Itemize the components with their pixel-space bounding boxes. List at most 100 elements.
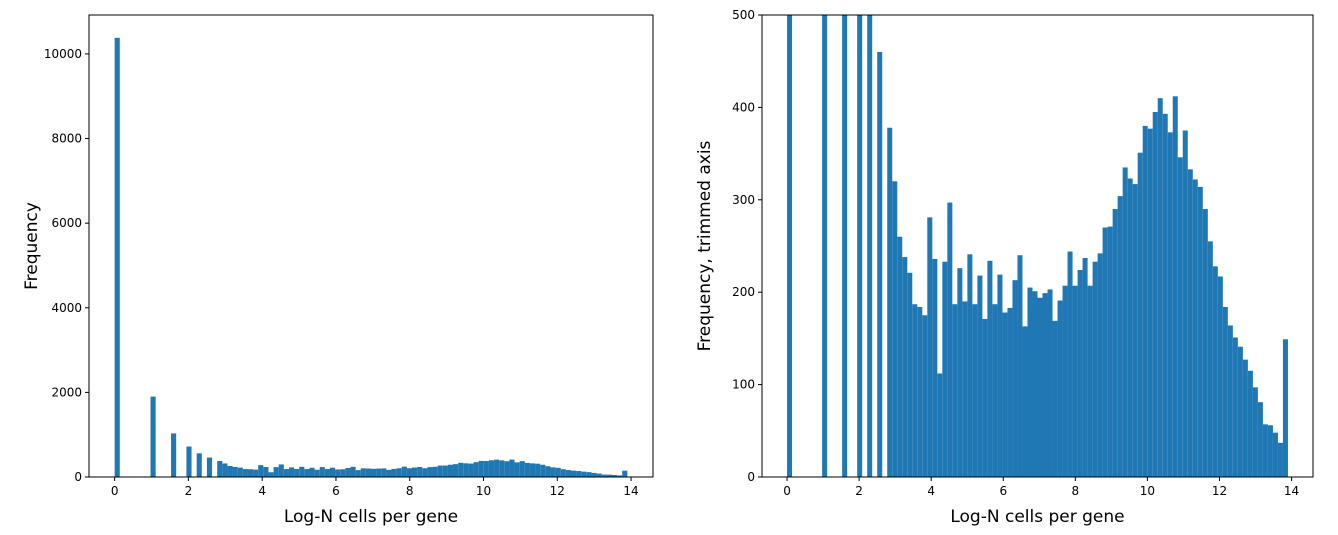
bar xyxy=(1032,291,1038,477)
bar xyxy=(606,474,612,477)
bar xyxy=(335,469,341,477)
bar xyxy=(787,15,793,477)
bar xyxy=(1087,285,1093,477)
bar xyxy=(1102,227,1108,477)
bar xyxy=(1267,425,1273,477)
bar xyxy=(1052,320,1058,477)
bar xyxy=(258,465,264,477)
y-tick-label: 8000 xyxy=(51,132,82,146)
bar xyxy=(1242,359,1248,477)
bar xyxy=(982,318,988,477)
bar xyxy=(268,472,274,477)
bar xyxy=(842,15,848,477)
bar xyxy=(294,468,300,477)
bar xyxy=(1122,167,1128,477)
bar xyxy=(1017,255,1023,477)
bar xyxy=(897,236,903,477)
bar xyxy=(304,469,310,477)
bar xyxy=(1062,285,1068,477)
bar xyxy=(601,474,607,477)
bar xyxy=(591,472,597,477)
bar xyxy=(365,468,371,477)
bar xyxy=(340,469,346,477)
bar xyxy=(1167,132,1173,477)
bar xyxy=(550,467,556,477)
y-tick-label: 500 xyxy=(732,8,755,22)
bar xyxy=(263,467,269,477)
bar xyxy=(942,261,948,477)
bar xyxy=(329,467,336,477)
bar xyxy=(288,467,295,477)
bar xyxy=(1117,196,1123,477)
bar xyxy=(412,467,418,477)
bar xyxy=(1257,402,1263,477)
x-tick-label: 12 xyxy=(1212,484,1227,498)
bar xyxy=(217,461,223,477)
bar xyxy=(947,202,953,477)
x-tick-label: 2 xyxy=(855,484,863,498)
y-tick-label: 2000 xyxy=(51,385,82,399)
bar xyxy=(1142,125,1148,477)
bar xyxy=(565,470,571,477)
bar xyxy=(977,275,983,477)
bar xyxy=(1182,130,1188,477)
bar xyxy=(967,254,973,477)
bar xyxy=(273,467,279,477)
bar xyxy=(458,462,464,477)
bar xyxy=(927,217,933,477)
y-tick-label: 10000 xyxy=(44,47,82,61)
bar xyxy=(917,306,923,477)
bar xyxy=(992,304,998,477)
bar xyxy=(150,396,156,477)
bar xyxy=(997,274,1003,477)
bar xyxy=(1187,169,1193,477)
bar xyxy=(442,465,448,477)
bar xyxy=(463,463,469,477)
bar xyxy=(468,463,474,477)
x-tick-label: 4 xyxy=(927,484,935,498)
bar xyxy=(1112,209,1118,477)
y-axis-label: Frequency, trimmed axis xyxy=(695,140,715,351)
bar xyxy=(987,260,993,477)
x-axis-label: Log-N cells per gene xyxy=(950,507,1124,527)
bar xyxy=(278,464,284,477)
bar xyxy=(437,465,443,477)
bar xyxy=(622,470,628,477)
bar xyxy=(560,469,566,477)
y-tick-label: 0 xyxy=(74,470,82,484)
bar xyxy=(1107,226,1113,477)
bar xyxy=(319,467,325,477)
bar xyxy=(1172,96,1178,477)
bar xyxy=(1082,258,1088,477)
bar xyxy=(494,459,500,477)
bar xyxy=(396,468,402,477)
bar xyxy=(1222,306,1228,477)
bar xyxy=(1252,387,1258,477)
y-tick-label: 4000 xyxy=(51,301,82,315)
bar xyxy=(242,469,248,477)
bar xyxy=(570,470,577,477)
bar xyxy=(907,272,913,477)
bar xyxy=(529,463,536,477)
x-tick-label: 6 xyxy=(332,484,340,498)
bar xyxy=(1202,209,1208,477)
bar xyxy=(962,301,968,477)
bar xyxy=(1047,289,1053,477)
bar xyxy=(1027,287,1033,477)
bar xyxy=(822,15,828,477)
bar xyxy=(391,468,397,477)
bar xyxy=(514,462,520,477)
bar xyxy=(1162,113,1168,477)
bar xyxy=(1272,432,1278,477)
bar xyxy=(386,469,392,477)
y-tick-label: 100 xyxy=(732,378,755,392)
bar xyxy=(499,460,505,477)
x-tick-label: 8 xyxy=(406,484,414,498)
bar xyxy=(1207,241,1213,477)
bar xyxy=(247,469,254,477)
bar xyxy=(196,453,202,477)
x-axis-label: Log-N cells per gene xyxy=(284,507,458,527)
bar xyxy=(545,466,551,477)
bar xyxy=(355,470,361,477)
bar xyxy=(376,468,382,477)
